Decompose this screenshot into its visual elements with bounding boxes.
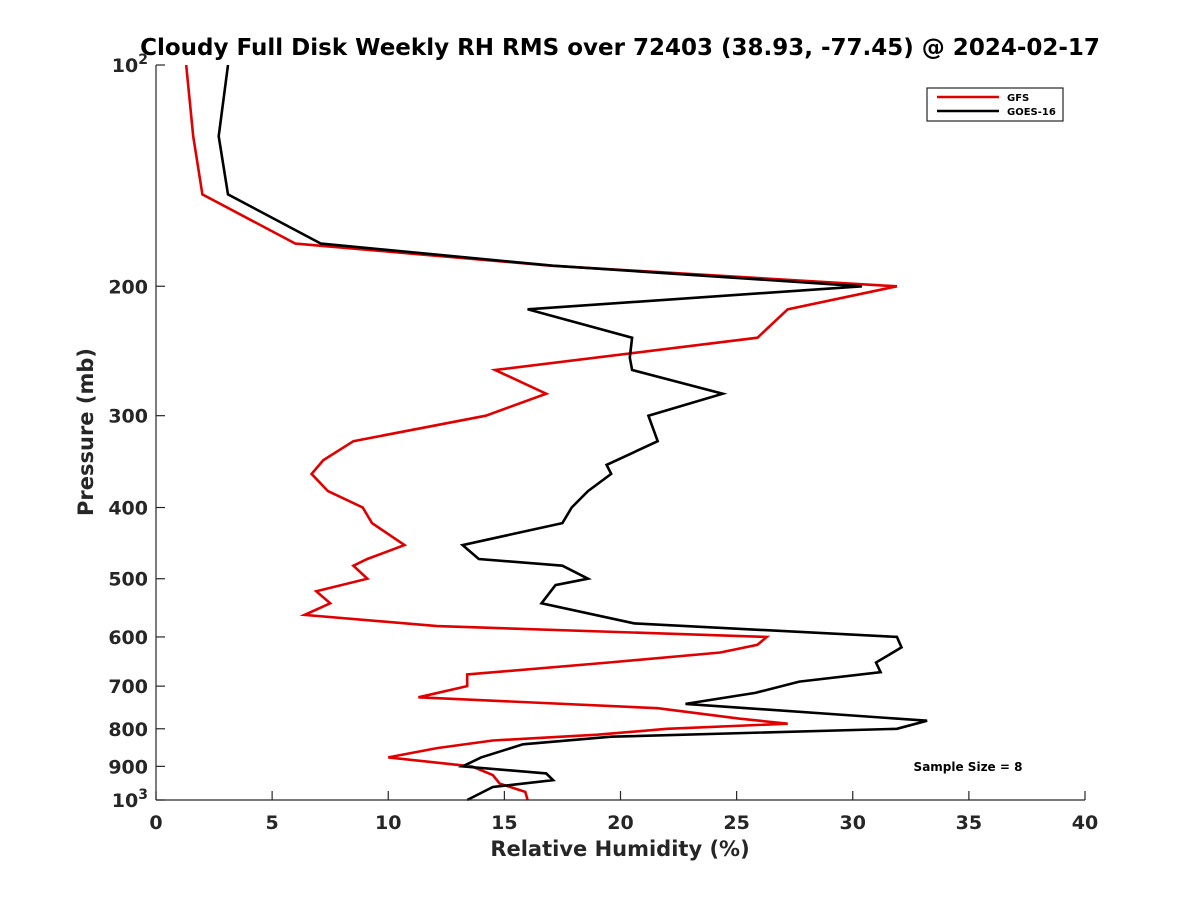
x-tick-label: 15 <box>491 812 517 834</box>
plot-area <box>156 65 1085 800</box>
legend-label-gfs: GFS <box>1007 93 1029 104</box>
sample-size-annotation: Sample Size = 8 <box>914 760 1023 774</box>
x-tick-label: 5 <box>266 812 279 834</box>
x-tick-label: 25 <box>723 812 749 834</box>
y-axis-label: Pressure (mb) <box>74 348 98 516</box>
series-layer <box>184 64 928 802</box>
y-tick-label: 400 <box>108 498 148 520</box>
legend: GFS GOES-16 <box>926 87 1064 122</box>
chart-title: Cloudy Full Disk Weekly RH RMS over 7240… <box>140 35 1100 61</box>
x-axis-label: Relative Humidity (%) <box>490 837 749 861</box>
y-tick-label: 600 <box>108 627 148 649</box>
y-tick-label: 200 <box>108 276 148 298</box>
y-tick-label: 900 <box>108 756 148 778</box>
y-tick-label: 102 <box>112 52 148 77</box>
x-tick-label: 10 <box>375 812 401 834</box>
y-tick-label: 800 <box>108 719 148 741</box>
x-tick-label: 0 <box>149 812 162 834</box>
legend-box <box>926 87 1064 122</box>
x-tick-label: 20 <box>607 812 633 834</box>
legend-label-goes-16: GOES-16 <box>1007 107 1056 118</box>
x-tick-label: 40 <box>1072 812 1098 834</box>
y-tick-label: 300 <box>108 406 148 428</box>
y-tick-label: 500 <box>108 569 148 591</box>
ticks-layer: 0 5 10 15 20 25 30 35 40 102 200 300 400 500 600 700 800… <box>108 52 1098 834</box>
series-line-goes-16 <box>217 64 928 802</box>
series-line-gfs <box>184 64 898 801</box>
y-tick-label: 700 <box>108 676 148 698</box>
y-tick-label: 103 <box>112 787 148 812</box>
plot-background <box>156 65 1085 800</box>
x-tick-label: 35 <box>956 812 982 834</box>
x-tick-label: 30 <box>840 812 866 834</box>
